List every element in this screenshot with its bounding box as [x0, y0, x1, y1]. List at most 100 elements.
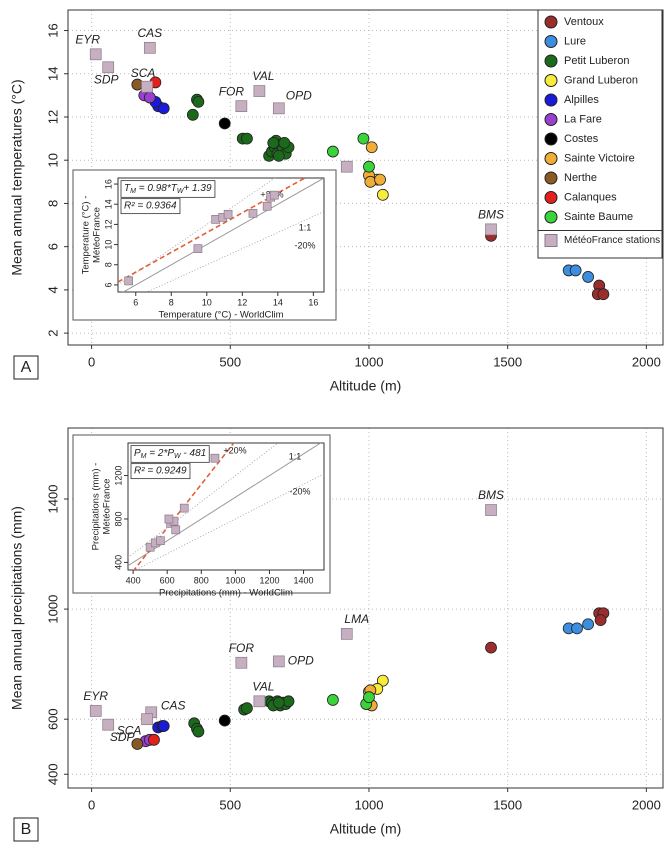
- station-marker: [124, 276, 134, 286]
- legend-label: Calanques: [564, 191, 617, 203]
- legend-label: Lure: [564, 35, 586, 47]
- y-tick-label: 2: [45, 329, 60, 336]
- r-squared: R² = 0.9249: [134, 466, 187, 477]
- reference-line: [128, 443, 279, 558]
- station-label: EYR: [75, 32, 100, 46]
- x-tick-label: 1000: [355, 797, 384, 812]
- legend-marker: [544, 210, 558, 224]
- y-tick-label: 12: [45, 110, 60, 124]
- equation-part: = 0.98*T: [136, 183, 178, 194]
- y-tick-label: 14: [103, 199, 113, 209]
- x-tick-label: 2000: [632, 797, 661, 812]
- y-tick-label: 800: [113, 511, 123, 526]
- legend-label: Alpilles: [564, 94, 599, 106]
- x-tick-label: 800: [194, 575, 209, 585]
- legend-marker: [544, 35, 558, 48]
- station-marker: [485, 223, 497, 236]
- point: [582, 618, 595, 631]
- legend-label: Petit Luberon: [564, 55, 629, 67]
- y-tick-label: 1000: [45, 595, 60, 624]
- equation: PM = 2*PW - 481: [134, 448, 206, 461]
- equation-subscript: M: [141, 453, 147, 460]
- station-marker: [248, 208, 258, 218]
- point: [241, 132, 253, 145]
- legend-marker: [544, 54, 558, 68]
- x-tick-label: 14: [273, 297, 283, 307]
- station-marker: [269, 190, 279, 200]
- point: [365, 141, 378, 154]
- reference-line: [134, 473, 324, 570]
- station-label: BMS: [478, 488, 504, 502]
- y-tick-label: 10: [103, 240, 113, 250]
- station-marker: [223, 209, 233, 219]
- legend-label: Nerthe: [564, 172, 597, 184]
- point: [278, 137, 291, 149]
- equation-subscript: W: [177, 188, 185, 195]
- station-marker: [156, 536, 165, 546]
- station-marker: [171, 525, 181, 535]
- legend-marker: [544, 15, 558, 29]
- point: [143, 91, 156, 104]
- point: [594, 614, 607, 627]
- station-label: CAS: [161, 698, 186, 712]
- point: [376, 188, 389, 201]
- equation-box: [130, 463, 191, 480]
- station-label: SCA: [117, 723, 142, 737]
- station-marker: [485, 504, 497, 516]
- point: [571, 622, 583, 635]
- legend-marker: [544, 113, 558, 126]
- plot-frame: [67, 427, 664, 789]
- station-marker: [253, 85, 266, 97]
- equation-part: T: [124, 183, 131, 194]
- point: [241, 702, 253, 715]
- point: [192, 95, 205, 108]
- y-axis-label: MétéoFrance: [102, 479, 113, 535]
- plot-frame: [127, 442, 325, 571]
- plot-frame: [117, 177, 325, 293]
- panel-label-box: [13, 817, 39, 842]
- point: [192, 725, 205, 738]
- x-tick-label: 12: [237, 297, 247, 307]
- equation: TM = 0.98*TW+ 1.39: [124, 183, 212, 196]
- station-label: FOR: [229, 641, 255, 655]
- point: [157, 102, 170, 115]
- legend-marker: [544, 171, 558, 185]
- reference-label: 1:1: [289, 451, 302, 461]
- equation-part: P: [134, 448, 141, 459]
- y-axis-label: Precipitations (mm) -: [91, 463, 102, 551]
- point: [267, 137, 280, 149]
- x-tick-label: 16: [308, 297, 318, 307]
- station-label: VAL: [252, 679, 274, 693]
- station-label: SDP: [110, 730, 135, 744]
- y-tick-label: 10: [45, 153, 60, 167]
- legend-label: Sainte Victoire: [564, 152, 635, 164]
- reference-label: -20%: [294, 240, 315, 250]
- station-marker: [164, 514, 174, 524]
- y-tick-label: 6: [45, 243, 60, 250]
- y-tick-label: 6: [103, 282, 113, 287]
- station-marker: [210, 453, 220, 463]
- reference-lines: [118, 178, 324, 292]
- station-marker: [193, 244, 203, 253]
- legend-marker: [544, 93, 558, 107]
- y-axis-label: Temperature (°C) -: [81, 196, 92, 275]
- station-marker: [272, 102, 285, 115]
- legend-marker: [544, 234, 558, 247]
- station-marker: [89, 48, 102, 61]
- y-tick-label: 400: [113, 555, 123, 570]
- x-axis-label: Precipitations (mm) - WorldClim: [159, 588, 293, 599]
- station-label: VAL: [252, 69, 274, 83]
- y-tick-label: 14: [45, 67, 60, 81]
- legend-marker: [544, 191, 558, 204]
- station-label: OPD: [286, 89, 312, 103]
- point: [363, 691, 375, 704]
- x-tick-label: 6: [133, 297, 138, 307]
- x-axis-label: Altitude (m): [330, 821, 402, 837]
- station-marker: [143, 41, 156, 54]
- x-tick-label: 500: [219, 797, 241, 812]
- legend-marker: [544, 74, 558, 87]
- reference-label: -20%: [289, 486, 310, 496]
- legend-label: Grand Luberon: [564, 74, 638, 86]
- station-label: SDP: [94, 72, 119, 86]
- station-marker: [141, 713, 153, 726]
